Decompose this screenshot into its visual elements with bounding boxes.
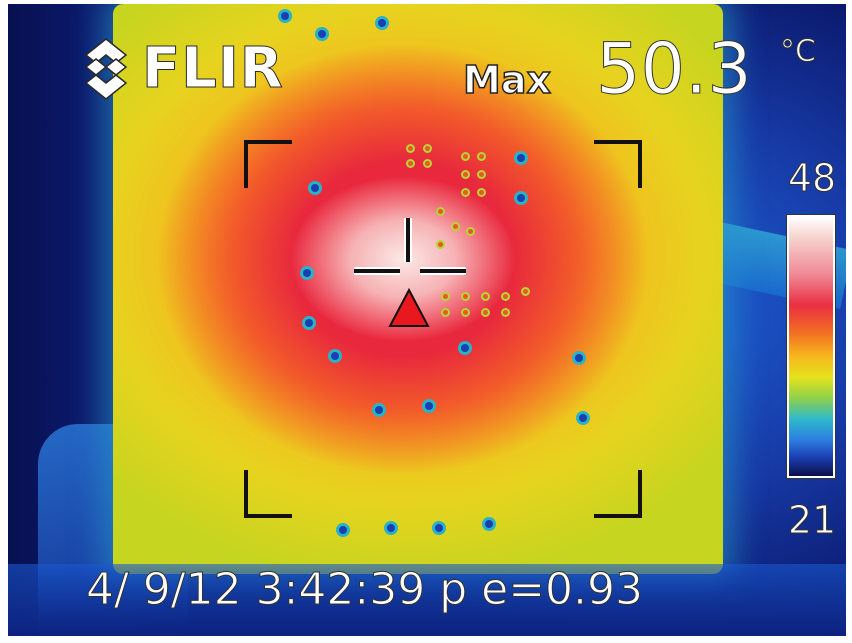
via <box>463 154 468 159</box>
temperature-color-scale <box>786 214 836 479</box>
via <box>517 154 525 162</box>
circuit-board-heat-map <box>113 4 723 574</box>
via <box>408 161 413 166</box>
crosshair-right-arm <box>420 269 466 273</box>
via <box>503 310 508 315</box>
via <box>485 520 493 528</box>
via <box>408 146 413 151</box>
via <box>483 294 488 299</box>
crosshair-left-arm <box>354 269 400 273</box>
via <box>339 526 347 534</box>
scale-max-label: 48 <box>787 156 837 201</box>
max-temp-triangle-icon <box>388 288 430 327</box>
via <box>463 310 468 315</box>
via <box>517 194 525 202</box>
flir-logo: FLIR <box>76 34 284 104</box>
max-temperature-value: 50.3 <box>596 28 753 110</box>
flir-logo-icon <box>84 38 128 100</box>
via <box>378 19 386 27</box>
via <box>281 12 289 20</box>
temperature-unit: °C <box>780 34 817 70</box>
via <box>479 172 484 177</box>
via <box>305 319 313 327</box>
via <box>303 269 311 277</box>
timestamp-emissivity: 4/ 9/12 3:42:39 p e=0.93 <box>85 564 644 616</box>
via <box>453 224 458 229</box>
via <box>463 172 468 177</box>
via <box>443 294 448 299</box>
via <box>523 289 528 294</box>
via <box>438 242 443 247</box>
via <box>425 402 433 410</box>
scale-min-label: 21 <box>787 498 837 543</box>
thermal-image: FLIR Max 50.3 °C 48 21 4/ 9/12 3:42:39 p… <box>8 4 846 636</box>
via <box>479 154 484 159</box>
frame-corner-bottom-left <box>244 470 292 518</box>
frame-corner-bottom-right <box>594 470 642 518</box>
via <box>425 146 430 151</box>
via <box>468 229 473 234</box>
crosshair-top-arm <box>406 218 410 262</box>
via <box>479 190 484 195</box>
via <box>311 184 319 192</box>
via <box>318 30 326 38</box>
via <box>435 524 443 532</box>
via <box>438 209 443 214</box>
via <box>375 406 383 414</box>
via <box>463 190 468 195</box>
via <box>579 414 587 422</box>
via <box>425 161 430 166</box>
via <box>483 310 488 315</box>
via <box>461 344 469 352</box>
via <box>575 354 583 362</box>
cold-region-bottom <box>8 564 846 636</box>
via <box>443 310 448 315</box>
logo-text: FLIR <box>142 36 284 101</box>
frame-corner-top-left <box>244 140 292 188</box>
via <box>463 294 468 299</box>
via <box>387 524 395 532</box>
frame-corner-top-right <box>594 140 642 188</box>
via <box>331 352 339 360</box>
via <box>503 294 508 299</box>
max-label: Max <box>462 57 551 103</box>
